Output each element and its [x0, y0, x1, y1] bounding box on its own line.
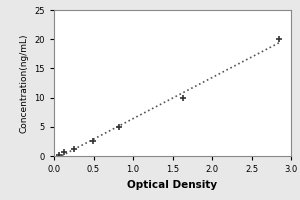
- Y-axis label: Concentration(ng/mL): Concentration(ng/mL): [20, 33, 29, 133]
- X-axis label: Optical Density: Optical Density: [128, 180, 218, 190]
